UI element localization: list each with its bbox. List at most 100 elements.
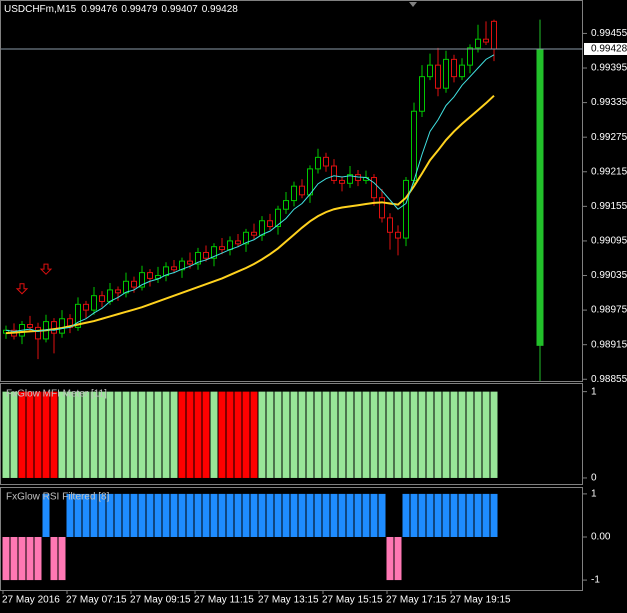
histogram-bar — [106, 391, 114, 478]
histogram-bar — [450, 493, 458, 537]
histogram-bar — [410, 493, 418, 537]
y-tick-label: 0.99335 — [591, 97, 627, 108]
histogram-bar — [402, 391, 410, 478]
histogram-bar — [138, 391, 146, 478]
histogram-bar — [186, 493, 194, 537]
x-tick-label: 27 May 17:15 — [386, 595, 447, 606]
candle-body — [243, 231, 249, 245]
histogram-bar — [106, 493, 114, 537]
histogram-bar — [394, 536, 402, 581]
histogram-bar — [18, 391, 26, 478]
histogram-bar — [466, 493, 474, 537]
histogram-bar — [26, 391, 34, 478]
histogram-bar — [66, 493, 74, 537]
histogram-bar — [482, 493, 490, 537]
candle-body — [491, 20, 497, 50]
candle-body — [403, 179, 409, 239]
candle-body — [275, 208, 281, 228]
x-tick-label: 27 May 2016 — [2, 595, 60, 606]
y-tick-label: 0.99395 — [591, 63, 627, 74]
y-tick-label: 1 — [591, 489, 597, 500]
histogram-bar — [370, 493, 378, 537]
candle-body — [291, 185, 297, 202]
histogram-bar — [322, 391, 330, 478]
histogram-bar — [202, 493, 210, 537]
candle-body — [323, 156, 329, 167]
histogram-bar — [242, 493, 250, 537]
histogram-bar — [50, 536, 58, 581]
histogram-bar — [122, 493, 130, 537]
histogram-bar — [322, 493, 330, 537]
histogram-bar — [226, 391, 234, 478]
candle-body — [283, 200, 289, 210]
y-tick-label: 0.99035 — [591, 270, 627, 281]
histogram-bar — [330, 493, 338, 537]
sell-arrow — [39, 263, 53, 275]
mfi-panel — [0, 383, 583, 485]
candle-body — [107, 289, 113, 302]
histogram-bar — [442, 391, 450, 478]
histogram-bar — [186, 391, 194, 478]
histogram-bar — [154, 391, 162, 478]
histogram-bar — [394, 391, 402, 478]
histogram-bar — [66, 391, 74, 478]
candle-body — [187, 260, 193, 265]
histogram-bar — [42, 493, 50, 537]
candle-body — [299, 185, 305, 196]
candle-body — [211, 246, 217, 259]
histogram-bar — [434, 493, 442, 537]
histogram-bar — [90, 493, 98, 537]
candle-body — [339, 179, 345, 184]
symbol: USDCHFm,M15 — [4, 4, 77, 15]
day-candle-body — [536, 48, 544, 346]
ma-fast-line — [5, 54, 495, 332]
histogram-bar — [162, 391, 170, 478]
candle-body — [235, 240, 241, 245]
y-tick-label: 0.98915 — [591, 339, 627, 350]
histogram-bar — [266, 493, 274, 537]
histogram-bar — [194, 391, 202, 478]
mfi-title: FxGlow MFI Meter [11] — [6, 389, 107, 400]
histogram-bar — [442, 493, 450, 537]
current-price-box — [584, 42, 627, 55]
histogram-bar — [10, 391, 18, 478]
y-tick-label: -1 — [591, 575, 600, 586]
histogram-bar — [34, 536, 42, 581]
histogram-bar — [474, 391, 482, 478]
candle-body — [467, 47, 473, 66]
histogram-bar — [210, 391, 218, 478]
histogram-bar — [34, 391, 42, 478]
candle-body — [139, 272, 145, 288]
histogram-bar — [306, 493, 314, 537]
candle-body — [227, 240, 233, 251]
plot-layer: 0.99455 0.99395 0.99335 0.99275 0.99215 0.991… — [1, 19, 627, 606]
histogram-bar — [418, 493, 426, 537]
histogram-bar — [434, 391, 442, 478]
candle-body — [315, 156, 321, 170]
shift-marker — [409, 2, 417, 7]
close-value: 0.99428 — [202, 4, 239, 15]
candle-body — [427, 64, 433, 78]
histogram-bar — [146, 391, 154, 478]
histogram-bar — [18, 536, 26, 581]
candle-body — [91, 295, 97, 311]
candle-body — [147, 272, 153, 279]
histogram-bar — [170, 493, 178, 537]
histogram-bar — [338, 391, 346, 478]
histogram-bar — [274, 493, 282, 537]
histogram-bar — [2, 536, 10, 581]
histogram-bar — [258, 391, 266, 478]
histogram-bar — [26, 536, 34, 581]
histogram-bar — [290, 493, 298, 537]
candle-body — [163, 266, 169, 277]
x-tick-label: 27 May 13:15 — [258, 595, 319, 606]
histogram-bar — [2, 391, 10, 478]
histogram-bar — [210, 493, 218, 537]
histogram-bar — [154, 493, 162, 537]
histogram-bar — [58, 391, 66, 478]
histogram-bar — [354, 391, 362, 478]
chart-header: USDCHFm,M15 0.99476 0.99479 0.99407 0.99428 — [4, 4, 238, 15]
candle-body — [219, 246, 225, 251]
candle-body — [387, 217, 393, 233]
y-tick-label: 0.99215 — [591, 166, 627, 177]
